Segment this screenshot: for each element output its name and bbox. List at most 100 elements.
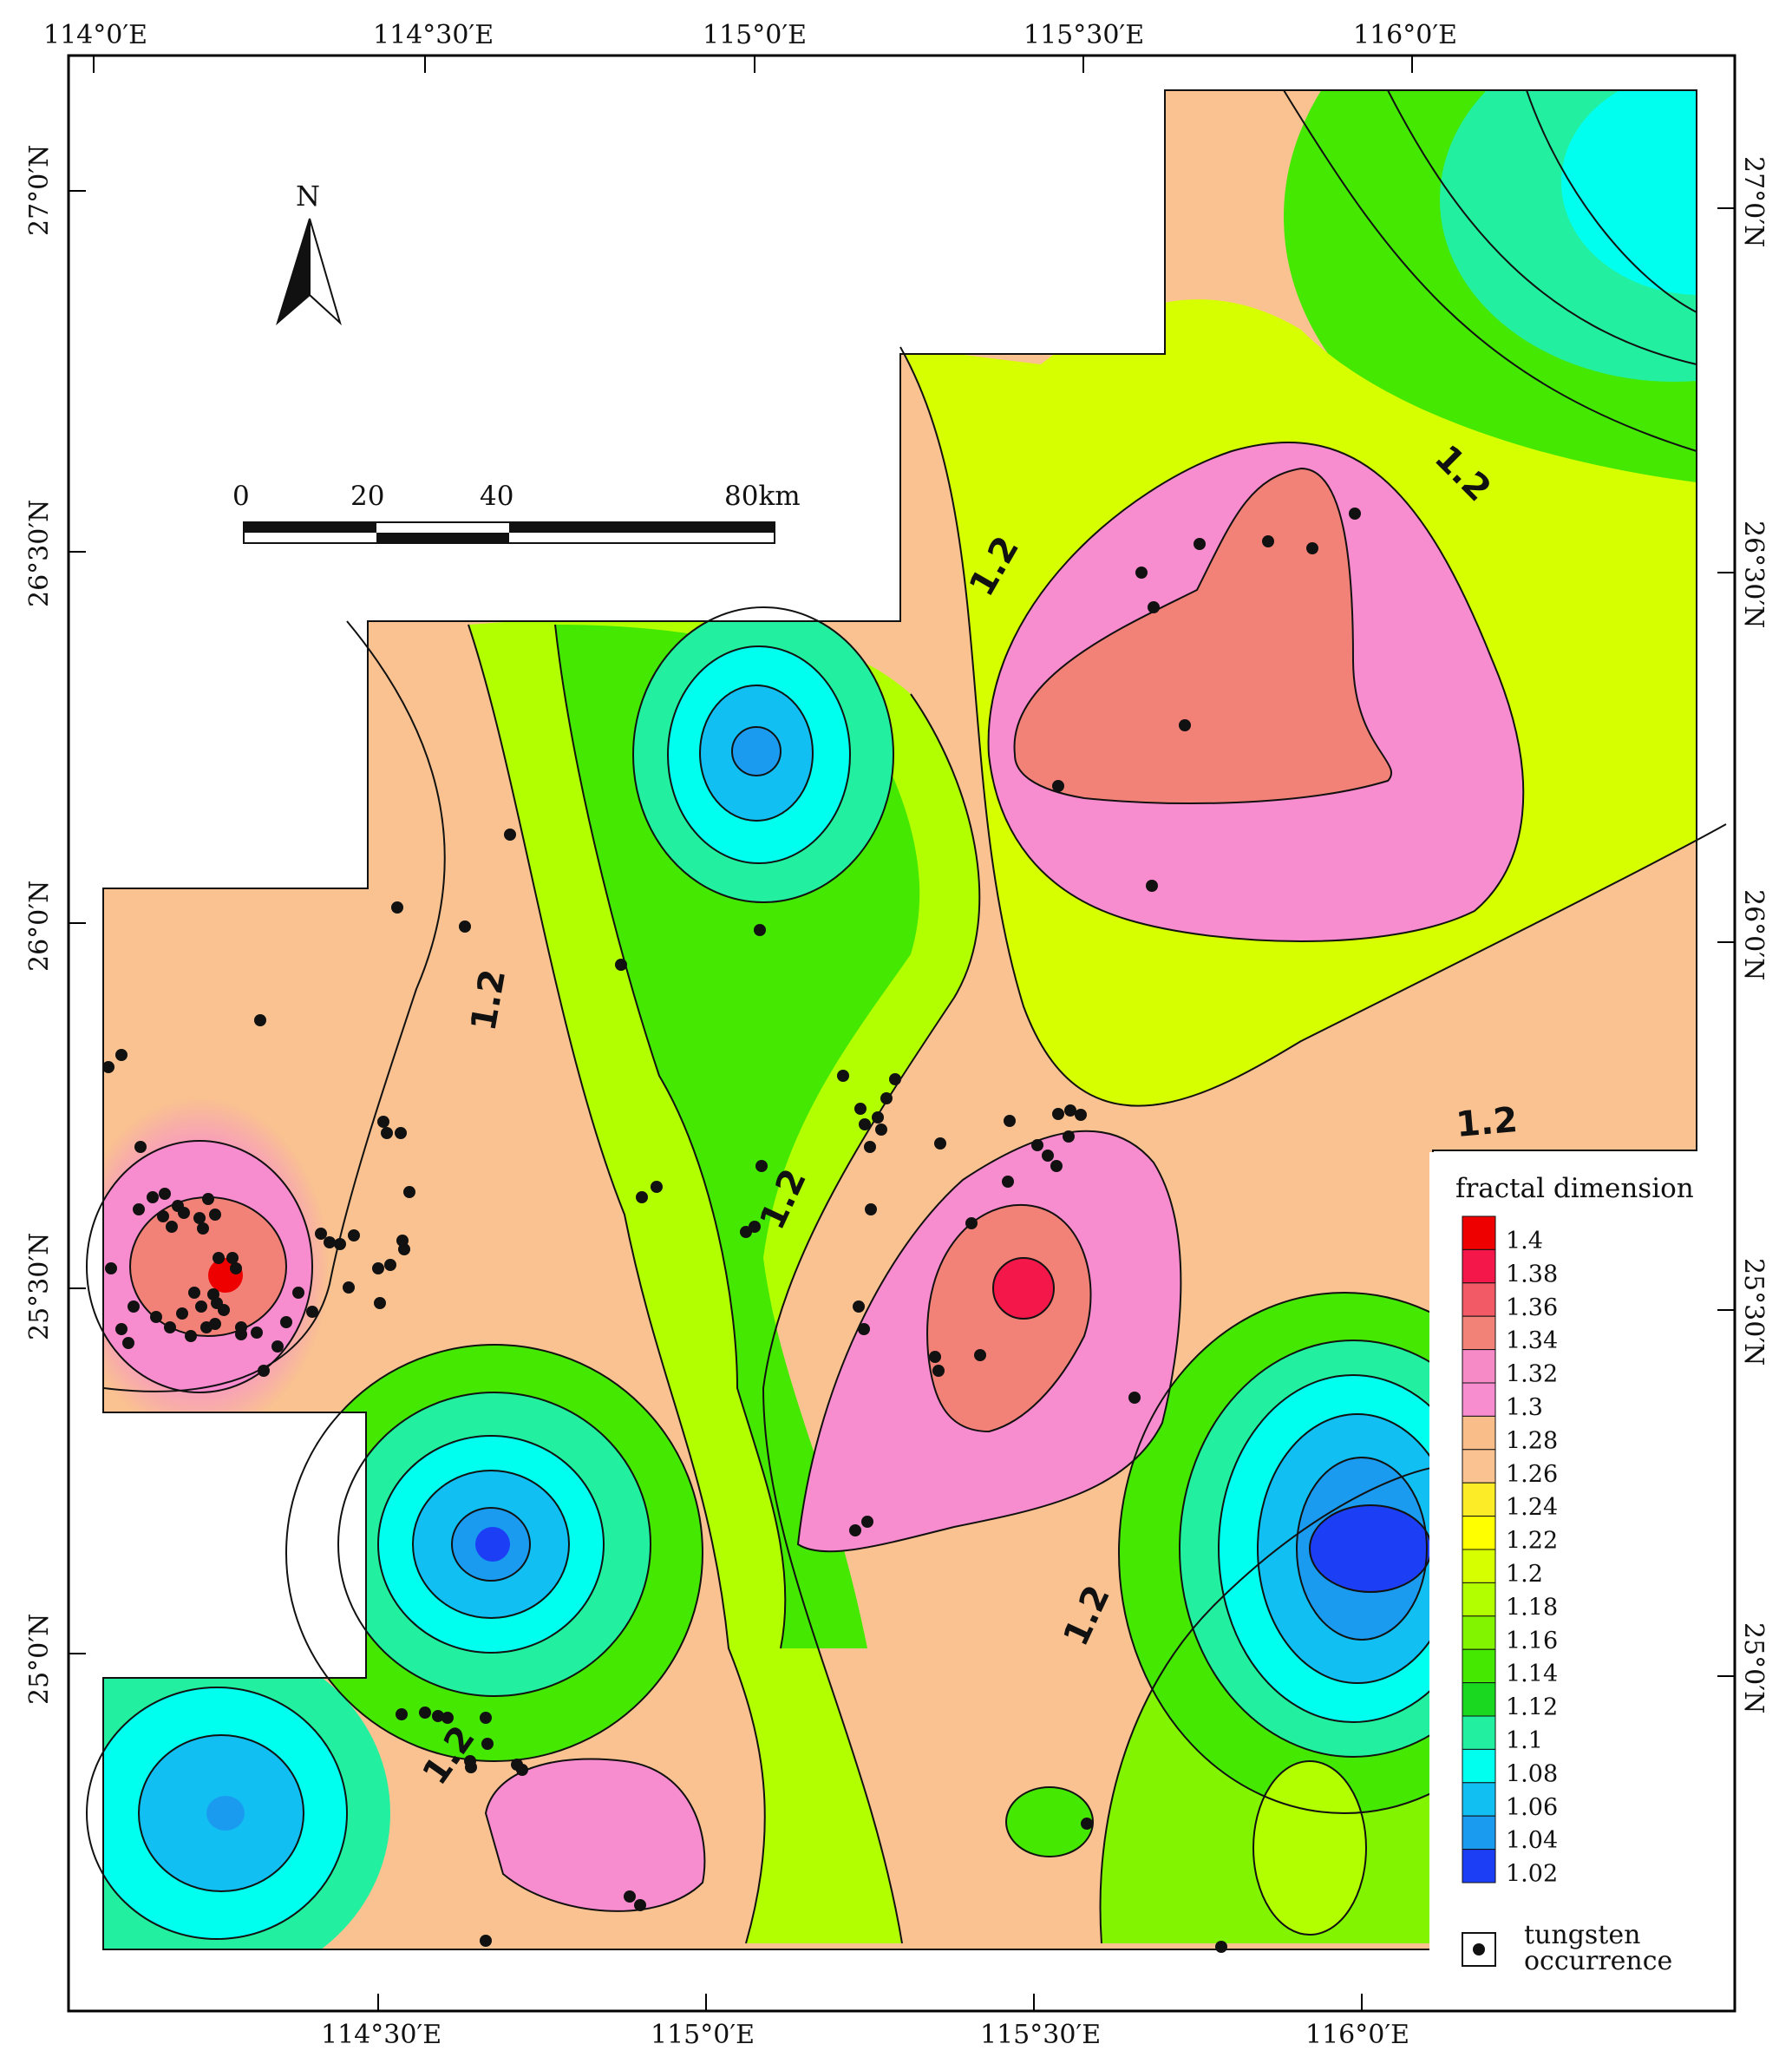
tungsten-occurrence-point <box>504 829 516 841</box>
legend-value: 1.22 <box>1506 1528 1558 1555</box>
legend-value: 1.28 <box>1506 1427 1558 1454</box>
tungsten-occurrence-point <box>1128 1392 1141 1404</box>
tungsten-occurrence-point <box>209 1209 221 1221</box>
tungsten-occurrence-point <box>872 1111 884 1123</box>
scale-label: 0 <box>232 481 250 512</box>
left-latitude-labels: 27°0′N 26°30′N 26°0′N 25°30′N 25°0′N <box>24 145 55 1705</box>
tungsten-occurrence-point <box>837 1070 849 1082</box>
tungsten-occurrence-point <box>432 1710 444 1722</box>
legend-swatch <box>1462 1682 1496 1717</box>
tungsten-occurrence-point <box>441 1712 454 1724</box>
tungsten-occurrence-point <box>251 1327 263 1339</box>
tungsten-occurrence-point <box>334 1238 346 1250</box>
tungsten-occurrence-point <box>235 1321 247 1333</box>
lat-label: 27°0′N <box>1738 156 1769 247</box>
tungsten-occurrence-point <box>1349 508 1361 520</box>
lat-label: 25°0′N <box>24 1614 55 1705</box>
scale-label: 40 <box>480 481 513 512</box>
map-frame <box>67 54 1736 2013</box>
study-area-boundary <box>102 89 1697 1950</box>
occurrence-symbol-icon <box>1473 1943 1485 1955</box>
legend-value: 1.36 <box>1506 1294 1558 1321</box>
legend-value: 1.2 <box>1506 1561 1543 1588</box>
tungsten-occurrence-point <box>211 1297 223 1309</box>
legend-title: fractal dimension <box>1455 1173 1694 1204</box>
north-label: N <box>296 180 320 213</box>
legend-value: 1.08 <box>1506 1760 1558 1787</box>
tungsten-occurrence-point <box>230 1262 242 1274</box>
tungsten-occurrence-point <box>1063 1130 1075 1143</box>
tungsten-occurrence-point <box>480 1935 492 1947</box>
legend-swatch <box>1462 1815 1496 1851</box>
legend-swatch <box>1462 1648 1496 1684</box>
legend-swatch <box>1462 1748 1496 1784</box>
legend-value: 1.26 <box>1506 1461 1558 1488</box>
tungsten-occurrence-point <box>133 1203 145 1215</box>
legend-swatch <box>1462 1449 1496 1484</box>
tungsten-occurrence-point <box>755 1160 768 1172</box>
legend-value: 1.1 <box>1506 1727 1543 1754</box>
tungsten-occurrence-point <box>615 959 627 971</box>
tungsten-occurrence-point <box>254 1014 266 1026</box>
tungsten-occurrence-point <box>865 1203 877 1215</box>
tungsten-occurrence-point <box>122 1337 134 1349</box>
lon-label: 115°0′E <box>703 20 807 50</box>
legend-swatch <box>1462 1582 1496 1617</box>
tungsten-occurrence-point <box>481 1738 494 1750</box>
tungsten-occurrence-point <box>280 1316 292 1328</box>
legend-value: 1.24 <box>1506 1494 1558 1521</box>
tungsten-occurrence-point <box>178 1207 190 1219</box>
legend-swatch <box>1462 1315 1496 1351</box>
legend-value: 1.38 <box>1506 1261 1558 1287</box>
lat-label: 26°30′N <box>24 500 55 607</box>
tungsten-occurrence-point <box>1052 780 1064 792</box>
tungsten-occurrence-point <box>965 1217 978 1229</box>
contour-label: 1.2 <box>1455 1100 1520 1145</box>
tungsten-occurrence-point <box>858 1323 870 1335</box>
right-latitude-labels: 27°0′N 26°30′N 26°0′N 25°30′N 25°0′N <box>1738 156 1769 1713</box>
lat-label: 26°0′N <box>1738 889 1769 980</box>
lat-label: 27°0′N <box>24 145 55 236</box>
legend-value: 1.18 <box>1506 1594 1558 1621</box>
tungsten-occurrence-point <box>1135 567 1148 579</box>
tungsten-occurrence-point <box>193 1212 206 1224</box>
tungsten-occurrence-point <box>391 901 403 914</box>
legend-value: 1.12 <box>1506 1694 1558 1721</box>
tungsten-occurrence-point <box>372 1262 384 1274</box>
tungsten-occurrence-point <box>1004 1115 1016 1127</box>
tungsten-occurrence-point <box>480 1712 492 1724</box>
tungsten-occurrence-point <box>1194 538 1206 550</box>
tungsten-occurrence-point <box>419 1707 431 1719</box>
legend-swatch <box>1462 1549 1496 1583</box>
top-longitude-labels: 114°0′E 114°30′E 115°0′E 115°30′E 116°0′… <box>43 20 1457 50</box>
tungsten-occurrence-point <box>157 1210 169 1222</box>
tungsten-occurrence-point <box>343 1281 355 1294</box>
tungsten-occurrence-point <box>324 1236 336 1248</box>
tungsten-occurrence-point <box>134 1141 147 1153</box>
legend-swatch <box>1462 1482 1496 1517</box>
tungsten-occurrence-point <box>188 1287 200 1299</box>
tungsten-occurrence-point <box>1146 880 1158 892</box>
tungsten-occurrence-point <box>195 1300 207 1313</box>
tungsten-occurrence-point <box>1262 535 1274 547</box>
tungsten-occurrence-point <box>465 1761 477 1773</box>
tungsten-occurrence-point <box>880 1092 893 1104</box>
tungsten-occurrence-point <box>166 1221 178 1233</box>
tungsten-occurrence-point <box>396 1235 409 1247</box>
tungsten-occurrence-point <box>1064 1104 1076 1117</box>
lat-label: 25°0′N <box>1738 1622 1769 1713</box>
tungsten-occurrence-point <box>849 1524 861 1536</box>
scale-label: 80km <box>724 481 801 512</box>
legend-swatch <box>1462 1516 1496 1550</box>
tungsten-occurrence-point <box>859 1118 871 1130</box>
legend-swatch <box>1462 1349 1496 1384</box>
legend-swatch <box>1462 1248 1496 1284</box>
legend-value: 1.14 <box>1506 1661 1558 1687</box>
tungsten-occurrence-point <box>315 1228 327 1240</box>
tungsten-occurrence-point <box>1179 719 1191 731</box>
tungsten-occurrence-point <box>1050 1160 1063 1172</box>
lon-label: 114°30′E <box>373 20 494 50</box>
legend-swatch <box>1462 1782 1496 1817</box>
tungsten-occurrence-point <box>147 1191 159 1203</box>
